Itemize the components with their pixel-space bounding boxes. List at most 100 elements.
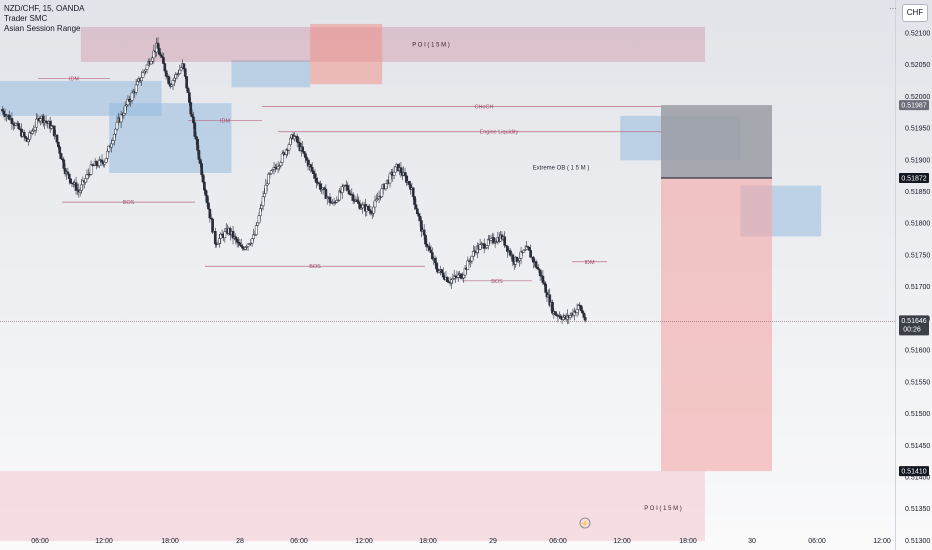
x-tick-label: 06:00	[290, 538, 308, 545]
candle-body	[238, 242, 242, 246]
candle-body	[518, 258, 522, 261]
candle-body	[78, 190, 82, 193]
candle-body	[196, 138, 199, 151]
candle-body	[312, 171, 315, 174]
candle-body	[22, 131, 26, 137]
candle-body	[119, 114, 123, 123]
candle-body	[538, 269, 542, 276]
candle-body	[392, 171, 396, 176]
candle-body	[551, 301, 554, 314]
candle-body	[95, 161, 98, 166]
candle-body	[511, 254, 515, 262]
candle-body	[433, 257, 437, 263]
y-tick-label: 0.51900	[905, 157, 930, 164]
x-tick-label: 12:00	[355, 538, 373, 545]
candle-body	[293, 135, 296, 140]
candle-body	[41, 115, 45, 124]
candle-body	[24, 136, 27, 139]
currency-button[interactable]: CHF	[902, 4, 928, 22]
candle-body	[110, 143, 113, 148]
indicator-asian-session-range[interactable]: Asian Session Range	[4, 24, 81, 33]
y-tick-label: 0.51550	[905, 379, 930, 386]
candle-body	[80, 184, 83, 191]
candle-body	[310, 167, 314, 172]
candle-body	[179, 67, 183, 71]
y-tick-label: 0.52100	[905, 30, 930, 37]
structure-level-label: CHoCH	[475, 104, 494, 110]
candle-body	[414, 204, 418, 210]
candle-body	[302, 151, 306, 154]
candle-body	[280, 153, 284, 163]
candle-body	[508, 250, 512, 256]
candle-body	[263, 193, 266, 198]
candle-body	[156, 42, 160, 49]
candle-body	[204, 189, 208, 196]
candle-body	[170, 84, 173, 87]
candle-body	[103, 162, 107, 165]
candle-body	[265, 183, 269, 186]
x-tick-label: 06:00	[31, 538, 49, 545]
candle-body	[287, 144, 291, 151]
candle-body	[380, 188, 384, 198]
candle-body	[450, 279, 453, 284]
take-profit-box	[661, 105, 772, 179]
poi-zone	[80, 27, 706, 62]
candle-body	[375, 198, 378, 202]
candle-body	[527, 247, 531, 251]
candle-body	[415, 208, 419, 215]
candle-body	[257, 215, 261, 224]
candle-body	[394, 166, 397, 173]
candle-body	[413, 196, 416, 205]
candle-body	[67, 173, 71, 180]
candle-body	[562, 317, 565, 320]
x-tick-label: 12:00	[613, 538, 631, 545]
candle-body	[190, 113, 194, 118]
poi-zone	[310, 23, 383, 85]
indicator-trader-smc[interactable]: Trader SMC	[4, 14, 48, 23]
candle-body	[373, 200, 377, 208]
candle-body	[357, 201, 360, 205]
y-tick-label: 0.51400	[905, 474, 930, 481]
candle-body	[122, 113, 126, 116]
candle-body	[130, 92, 134, 101]
y-tick-label: 0.51600	[905, 348, 930, 355]
lightning-glyph: ⚡	[581, 520, 588, 528]
more-options-icon[interactable]: ⋯	[889, 4, 897, 13]
candle-body	[504, 245, 508, 247]
candle-body	[197, 150, 201, 160]
candle-body	[201, 174, 205, 183]
candle-body	[235, 238, 239, 243]
candle-body	[351, 194, 355, 201]
candle-body	[50, 125, 53, 129]
candle-body	[529, 250, 532, 258]
candle-body	[301, 146, 305, 152]
x-tick-label: 12:00	[873, 538, 891, 545]
structure-level-label: BOS	[309, 264, 321, 270]
symbol-title[interactable]: NZD/CHF, 15, OANDA	[4, 4, 85, 13]
candle-body	[185, 76, 188, 89]
candle-body	[523, 249, 527, 251]
candle-body	[429, 249, 433, 253]
candle-body	[583, 317, 587, 321]
candle-body	[462, 274, 466, 279]
candle-body	[384, 183, 388, 190]
candle-body	[74, 182, 78, 191]
candle-body	[456, 274, 460, 278]
candle-body	[205, 195, 209, 204]
y-tick-label: 0.52050	[905, 62, 930, 69]
x-tick-label: 18:00	[679, 538, 697, 545]
current-price-tag	[899, 315, 929, 336]
candle-body	[55, 134, 59, 143]
candle-body	[435, 262, 438, 270]
candle-body	[559, 315, 562, 319]
y-tick-label: 0.51750	[905, 252, 930, 259]
candle-body	[544, 283, 547, 293]
candle-body	[35, 118, 38, 128]
y-tick-label: 0.51450	[905, 443, 930, 450]
candle-body	[171, 80, 175, 85]
structure-level-label: BOS	[491, 279, 503, 285]
candle-body	[259, 208, 262, 216]
x-tick-label: 28	[236, 538, 244, 545]
